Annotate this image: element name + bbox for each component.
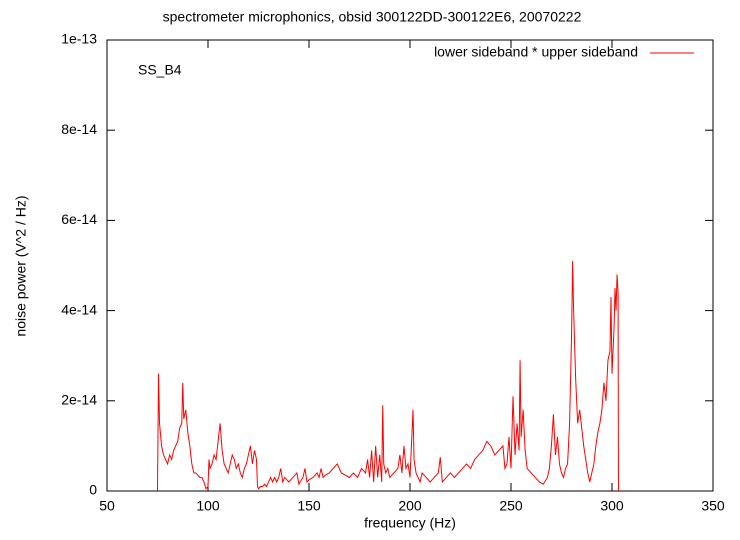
y-tick-label: 1e-13: [61, 31, 97, 47]
y-tick-label: 8e-14: [61, 121, 97, 137]
x-tick-label: 300: [600, 498, 624, 514]
x-tick-label: 50: [99, 498, 115, 514]
x-axis-label: frequency (Hz): [364, 515, 456, 531]
y-tick-label: 6e-14: [61, 211, 97, 227]
y-tick-label: 4e-14: [61, 301, 97, 317]
data-line: [157, 260, 619, 492]
x-tick-label: 200: [398, 498, 422, 514]
x-tick-label: 150: [297, 498, 321, 514]
x-tick-label: 250: [499, 498, 523, 514]
legend-label: lower sideband * upper sideband: [434, 44, 638, 60]
annotation: SS_B4: [138, 62, 182, 78]
x-tick-label: 350: [701, 498, 725, 514]
x-tick-label: 100: [196, 498, 220, 514]
y-tick-label: 0: [89, 482, 97, 498]
y-axis-label: noise power (V^2 / Hz): [13, 195, 29, 336]
chart-title: spectrometer microphonics, obsid 300122D…: [163, 9, 582, 25]
plot-frame: [106, 39, 714, 492]
y-tick-label: 2e-14: [61, 392, 97, 408]
